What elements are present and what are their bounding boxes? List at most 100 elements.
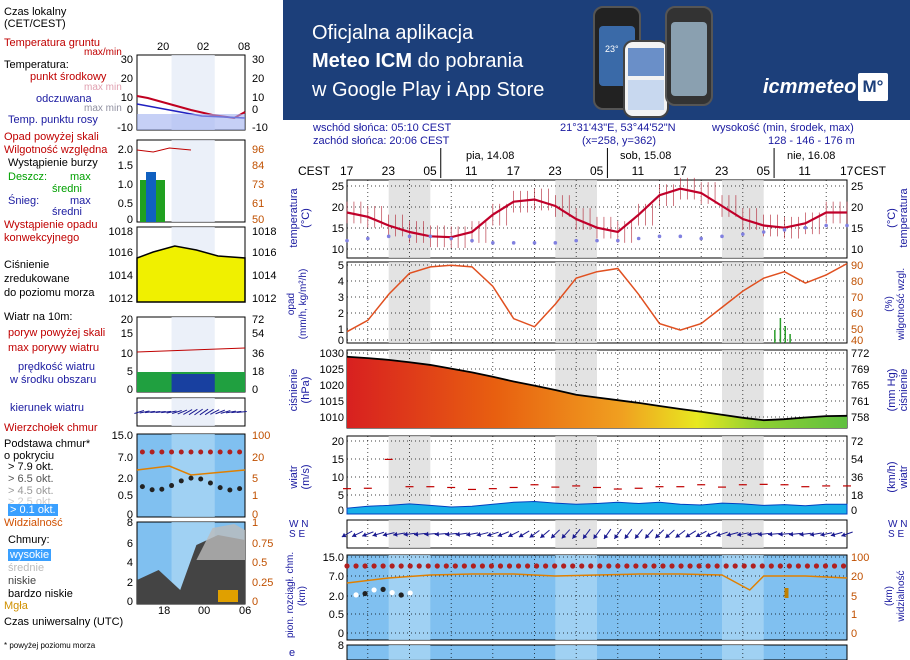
legend-wind-speed-sub: w środku obszaru [10, 374, 97, 386]
wind-arrow [372, 531, 385, 537]
wind-arrow [593, 528, 601, 540]
banner-line2: Meteo ICM do pobrania [312, 50, 524, 72]
legend-wind-speed: prędkość wiatru [18, 361, 96, 373]
precip-bar [774, 330, 776, 343]
cloud-top-dot [714, 563, 720, 569]
mini-wind-arrow [161, 410, 172, 414]
legend-cloud-l1: > 7.9 okt. [8, 461, 54, 473]
y-tick-label: 2.0 [328, 591, 344, 603]
sunrise-text: wschód słońca: 05:10 CEST [313, 122, 452, 134]
mini-cloud-top-dot [198, 449, 204, 455]
night-shade [388, 645, 431, 660]
cloud-top-dot [660, 563, 666, 569]
legend-cloud-top: Wierzchołek chmur [4, 422, 98, 434]
mini-cloud-base-dot [178, 478, 184, 484]
coords-text: 21°31'43"E, 53°44'52"N [560, 122, 676, 134]
legend-precip-occ2: konwekcyjnego [4, 232, 80, 244]
day-label: sob, 15.08 [620, 150, 672, 162]
y-tick-label-right: 772 [851, 348, 870, 360]
mini-wind-arrow [236, 411, 247, 413]
mini-cloud-base-dot [237, 486, 243, 492]
night-shade [722, 436, 764, 514]
legend-gust-above: poryw powyżej skali [8, 327, 106, 339]
pressure-line [346, 355, 848, 422]
cloud-base-dot [371, 587, 377, 593]
cloud-top-dot [497, 563, 504, 569]
legend-cloud-base: Podstawa chmur* o pokryciu [4, 438, 91, 462]
cloud-base-dot [398, 592, 404, 598]
mini-y-tick-label: 0.5 [117, 490, 133, 502]
mini-y-tick-label-right: 10 [252, 92, 265, 104]
cloud-top-dot [543, 563, 549, 569]
cloud-top-dot [831, 563, 838, 569]
mini-cloud-top-dot [139, 449, 145, 455]
panel-pressure-label-right: (mm Hg) ciśnienie [886, 368, 910, 412]
dew-point-dot [407, 234, 412, 239]
mini-y-tick-label: 10 [120, 92, 133, 104]
y-tick-label: 10 [331, 472, 344, 484]
cloud-top-dot [479, 563, 486, 569]
wind-arrow [768, 531, 781, 537]
cloud-top-dot [795, 563, 801, 569]
promo-banner[interactable]: Oficjalna aplikacja Meteo ICM do pobrani… [283, 0, 910, 120]
day-label: nie, 16.08 [787, 150, 836, 162]
banner-line3: w Google Play i App Store [312, 79, 545, 101]
y-tick-label-right: 765 [851, 380, 870, 392]
y-tick-label: 20 [331, 436, 344, 448]
cloud-top-dot [741, 563, 747, 569]
legend-precip-occ: Wystąpienie opadu [4, 219, 98, 231]
dew-point-dot [657, 234, 662, 239]
dew-point-dot [761, 230, 766, 234]
mini-wind-arrow [155, 411, 166, 413]
legend-storm: Wystąpienie burzy [8, 157, 98, 169]
dew-point-dot [532, 241, 537, 245]
utc-label: Czas uniwersalny (UTC) [4, 616, 124, 628]
wind-arrow [518, 530, 530, 538]
cloud-top-dot [840, 563, 847, 569]
cloud-top-dot [452, 563, 458, 569]
cloud-top-dot [389, 563, 395, 569]
y-tick-label: 4 [337, 276, 344, 288]
dew-point-dot [616, 238, 620, 243]
mini-y-tick-label: 15 [120, 328, 133, 340]
mini-y-tick-label: 0.5 [117, 198, 133, 210]
mini-y-tick-label-right: 36 [252, 348, 265, 360]
hour-label: 17 [506, 164, 521, 178]
utc-tick: 18 [158, 605, 171, 617]
dew-point-dot [449, 236, 453, 241]
cloud-top-dot [759, 563, 765, 569]
legend-rain-max: max [70, 171, 91, 183]
mini-wind-arrow [144, 410, 155, 414]
dew-point-dot [345, 238, 349, 243]
cloud-top-dot [606, 563, 612, 569]
cloud-top-dot [813, 563, 820, 569]
wind-arrow [726, 531, 739, 537]
mini-pressure-area [136, 245, 246, 303]
y-tick-label-right: 18 [851, 490, 864, 502]
night-shade [722, 645, 764, 660]
wind-arrow [413, 531, 426, 537]
mini-y-tick-label: 0 [126, 214, 133, 226]
hour-label: 17 [840, 164, 854, 178]
cloud-top-dot [561, 563, 567, 569]
dew-point-dot [366, 236, 370, 241]
mini-cloud-top-dot [159, 449, 165, 455]
mini-y-tick-label: 0 [126, 596, 133, 608]
wind-arrow [705, 531, 718, 538]
mini-wind-arrow [194, 408, 203, 416]
wind-arrow [403, 531, 416, 537]
legend-wind-dir: kierunek wiatru [10, 402, 84, 414]
legend-time-tick: 08 [238, 41, 251, 53]
mini-y-tick-label-right: 18 [252, 366, 265, 378]
wind-arrow [788, 531, 801, 537]
mini-y-tick-label-right: 1014 [252, 270, 277, 282]
legend-ground-temp-sub: max/min [84, 47, 122, 58]
y-tick-label-right: 761 [851, 396, 870, 408]
legend-temp-mid-sub: max min [84, 82, 122, 93]
dew-point-dot [470, 238, 474, 243]
hour-label: 05 [423, 164, 437, 178]
dew-point-dot [678, 234, 683, 239]
wind-arrow [736, 531, 749, 537]
elevation-label: wysokość (min, środek, max) [712, 122, 854, 134]
y-tick-label: 1 [337, 324, 344, 336]
